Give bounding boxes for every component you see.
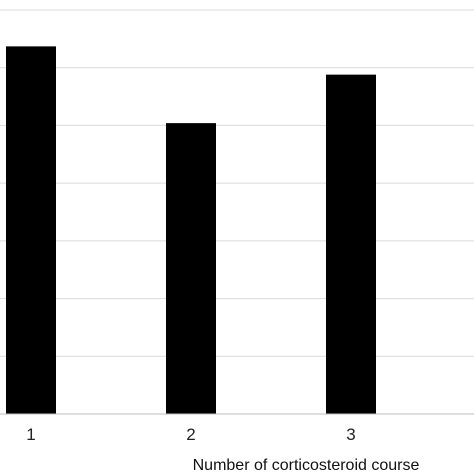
bar-3	[326, 74, 376, 414]
x-tick-label-3: 3	[346, 425, 355, 444]
gridlines	[0, 9, 474, 357]
bar-1	[6, 46, 56, 415]
x-axis-label: Number of corticosteroid course	[193, 457, 420, 474]
x-tick-label-1: 1	[26, 425, 35, 444]
x-tick-labels: 1 2 3	[26, 425, 355, 444]
x-tick-label-2: 2	[186, 425, 195, 444]
bar-2	[166, 123, 216, 415]
bars	[6, 46, 376, 415]
